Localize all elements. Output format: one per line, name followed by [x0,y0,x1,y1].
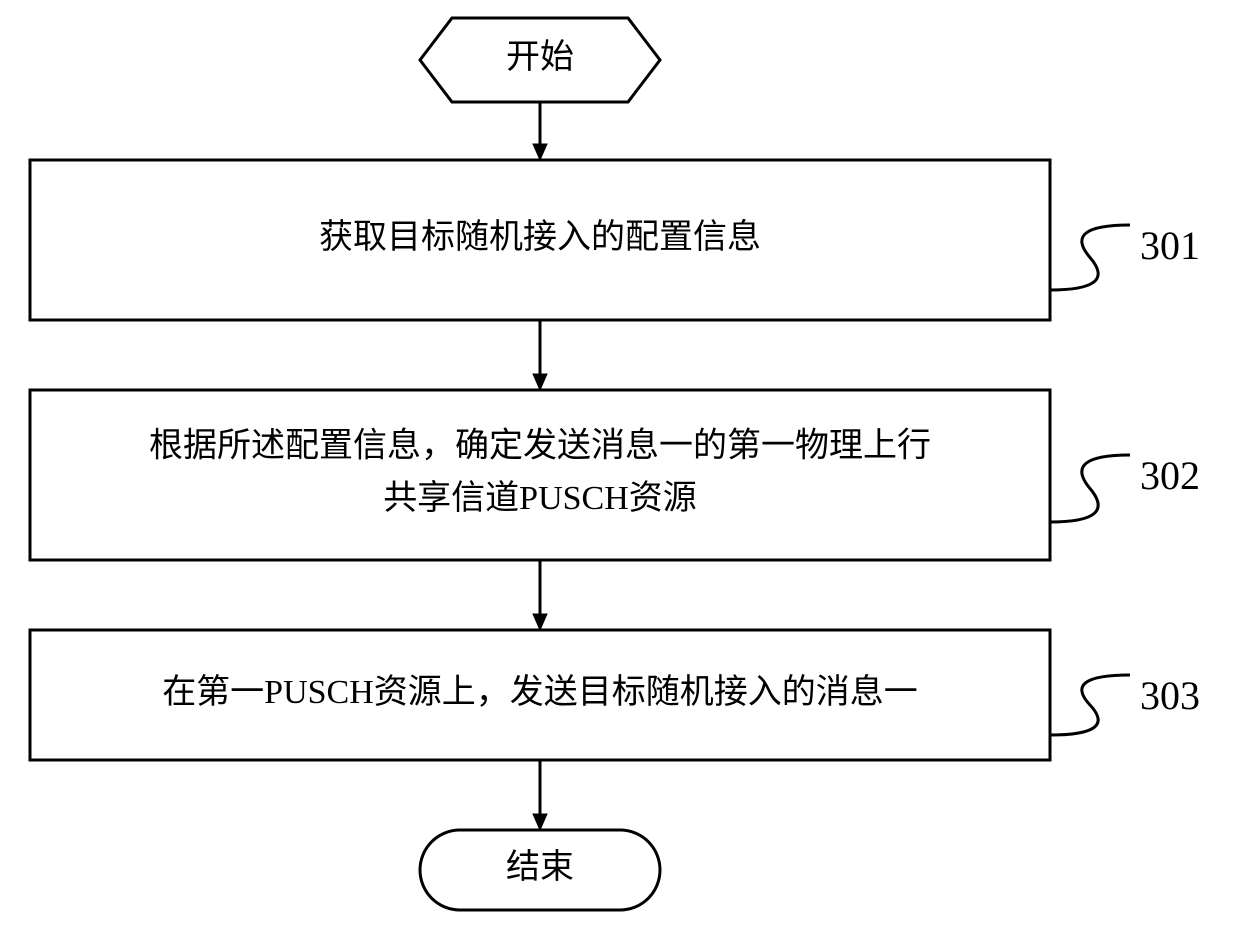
process-text-301-line0: 获取目标随机接入的配置信息 [319,218,761,256]
step-number-301: 301 [1140,223,1200,268]
step-number-302: 302 [1140,453,1200,498]
end-label: 结束 [506,848,574,886]
step-connector-301 [1050,225,1130,290]
step-connector-303 [1050,675,1130,735]
arrow-head-2 [533,614,547,630]
arrow-head-0 [533,144,547,160]
arrow-head-3 [533,814,547,830]
process-text-302-line0: 根据所述配置信息，确定发送消息一的第一物理上行 [149,426,931,464]
step-connector-302 [1050,455,1130,522]
process-text-303-line0: 在第一PUSCH资源上，发送目标随机接入的消息一 [162,673,918,711]
process-box-302 [30,390,1050,560]
process-text-302-line1: 共享信道PUSCH资源 [383,479,697,517]
step-number-303: 303 [1140,673,1200,718]
start-label: 开始 [506,38,574,76]
flowchart-canvas: 开始获取目标随机接入的配置信息 301 根据所述配置信息，确定发送消息一的第一物理上… [0,0,1239,930]
arrow-head-1 [533,374,547,390]
